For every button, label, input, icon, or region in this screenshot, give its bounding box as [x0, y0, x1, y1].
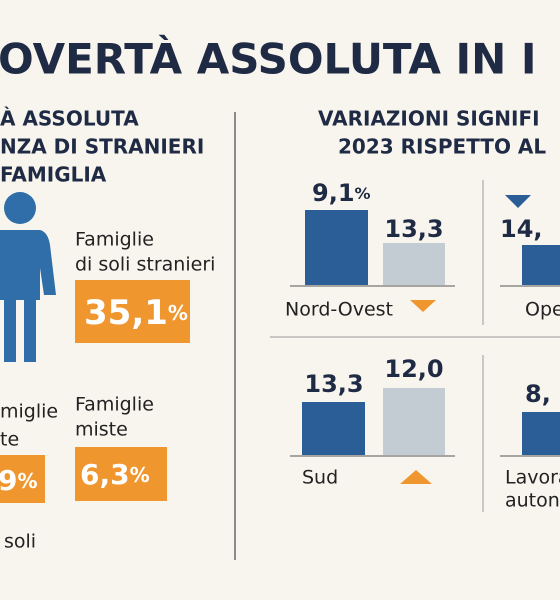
- panel-label: auton: [505, 490, 560, 512]
- item-note: soli: [4, 531, 36, 553]
- bar-value: 9,1%: [312, 179, 371, 207]
- right-heading: 2023 RISPETTO AL: [338, 135, 546, 159]
- panel-label: Sud: [302, 467, 338, 489]
- bar-value: 14,: [500, 215, 543, 243]
- item-label: miglie: [0, 401, 58, 423]
- arrow-up: [400, 470, 432, 484]
- bar-value: 13,3: [304, 370, 363, 398]
- bar: [383, 243, 445, 285]
- bar: [522, 412, 560, 455]
- title: OVERTÀ ASSOLUTA IN I: [0, 34, 536, 84]
- person-icon: [0, 192, 56, 362]
- item-label: te: [0, 429, 19, 451]
- item-label: miste: [75, 419, 128, 441]
- bar: [383, 388, 445, 455]
- panel-label: Nord-Ovest: [285, 299, 393, 321]
- item-label: Famiglie: [75, 229, 154, 251]
- value-box: [75, 447, 167, 501]
- bar: [302, 402, 365, 455]
- value-box: [75, 280, 190, 343]
- arrow-down: [410, 300, 436, 312]
- item-value: 35,1%: [84, 293, 188, 333]
- bar-value: 13,3: [384, 215, 443, 243]
- item-label: Famiglie: [75, 394, 154, 416]
- panel-label: Ope: [525, 299, 560, 321]
- left-heading: NZA DI STRANIERI: [0, 135, 204, 159]
- bar-value: 12,0: [384, 355, 443, 383]
- item-value: 6,3%: [80, 458, 150, 491]
- left-heading: FAMIGLIA: [0, 163, 107, 187]
- bar-value: 8,: [525, 380, 551, 408]
- bar: [305, 210, 368, 285]
- value-box: [0, 455, 45, 503]
- left-heading: À ASSOLUTA: [0, 107, 139, 131]
- bar: [522, 245, 560, 285]
- right-heading: VARIAZIONI SIGNIFI: [318, 107, 540, 131]
- arrow-down: [505, 195, 531, 208]
- item-label: di soli stranieri: [75, 254, 215, 276]
- item-value: 9%: [0, 464, 38, 497]
